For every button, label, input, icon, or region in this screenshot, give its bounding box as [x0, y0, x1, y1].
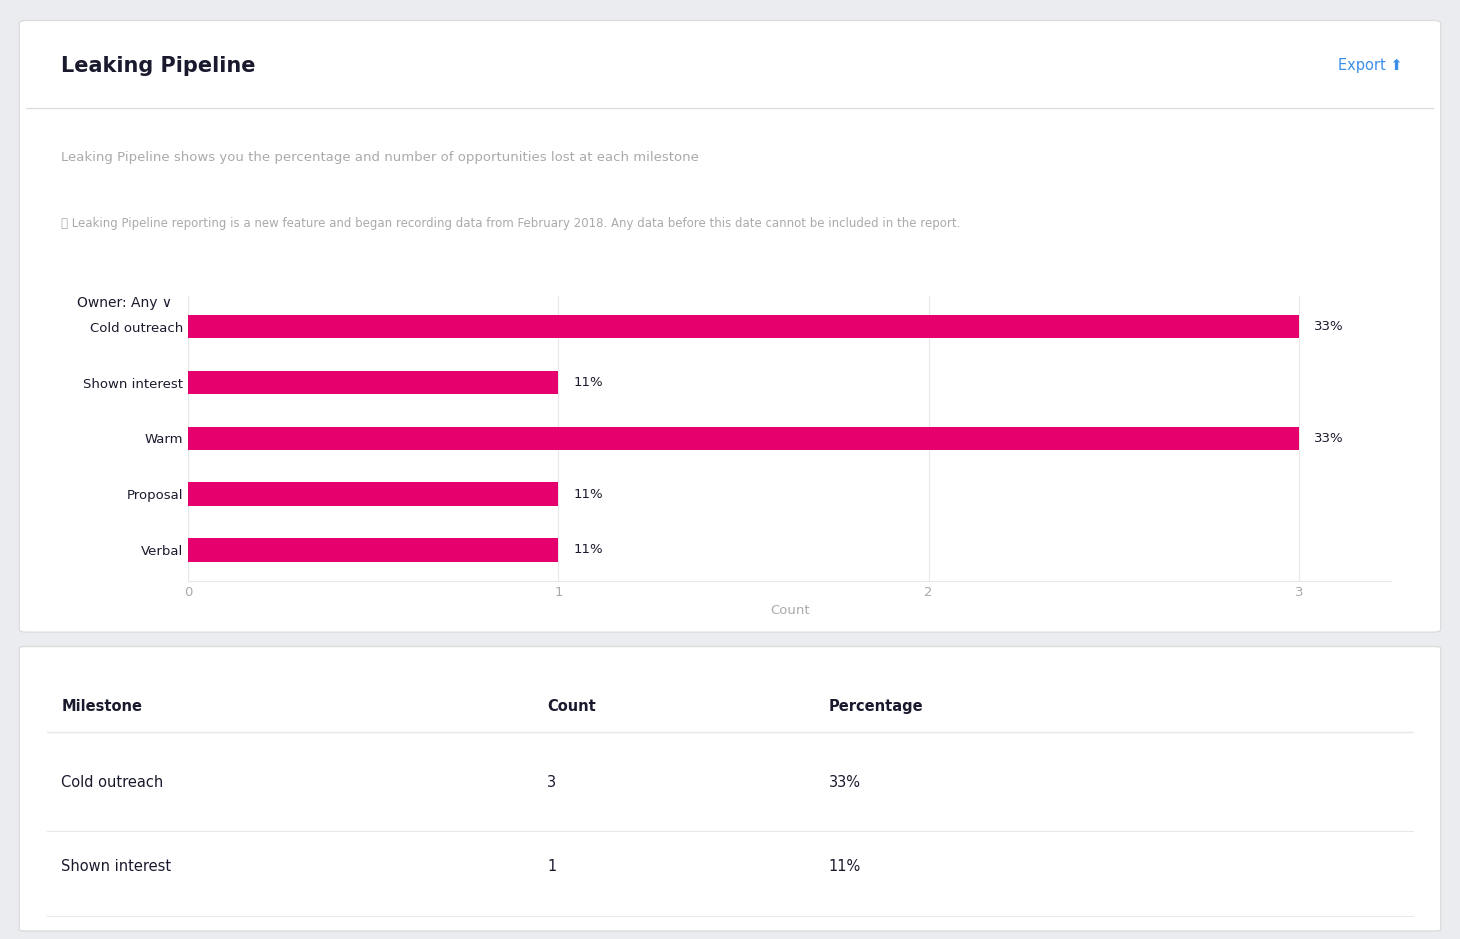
Text: 33%: 33% [1314, 320, 1343, 333]
Text: 33%: 33% [1314, 432, 1343, 445]
Bar [188, 538, 558, 562]
Text: ⓘ Leaking Pipeline reporting is a new feature and began recording data from Febr: ⓘ Leaking Pipeline reporting is a new fe… [61, 217, 961, 230]
Text: 11%: 11% [574, 487, 603, 500]
Text: 11%: 11% [574, 544, 603, 557]
Bar [188, 483, 558, 506]
Text: Owner: Any ∨: Owner: Any ∨ [77, 296, 172, 310]
Bar [188, 426, 1299, 450]
Text: 11%: 11% [828, 859, 861, 874]
Text: Team: Any ∨: Team: Any ∨ [216, 296, 304, 310]
Text: Cold outreach: Cold outreach [61, 775, 164, 790]
X-axis label: Count: Count [769, 604, 810, 617]
FancyBboxPatch shape [19, 646, 1441, 931]
FancyBboxPatch shape [19, 21, 1441, 632]
Text: Percentage: Percentage [828, 699, 923, 714]
Bar [188, 315, 1299, 338]
Text: Milestone: Milestone [61, 699, 143, 714]
Text: 33%: 33% [828, 775, 860, 790]
Text: 11%: 11% [574, 376, 603, 389]
Text: Export ⬆: Export ⬆ [1339, 58, 1403, 73]
Text: Count: Count [548, 699, 596, 714]
Text: 3: 3 [548, 775, 556, 790]
Text: Leaking Pipeline: Leaking Pipeline [61, 56, 255, 76]
Bar [188, 371, 558, 394]
Text: 1: 1 [548, 859, 556, 874]
Text: Shown interest: Shown interest [61, 859, 172, 874]
Text: Leaking Pipeline shows you the percentage and number of opportunities lost at ea: Leaking Pipeline shows you the percentag… [61, 150, 699, 163]
